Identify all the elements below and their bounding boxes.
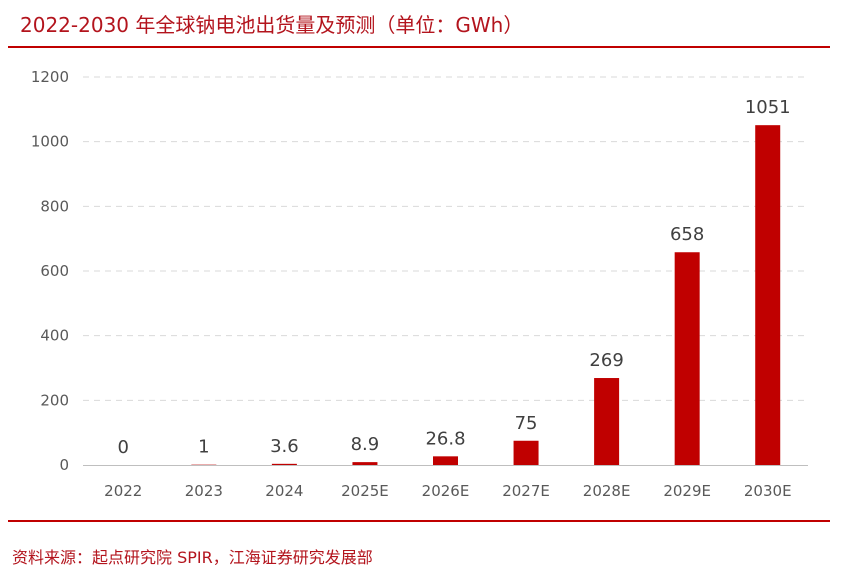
y-tick-label: 800 — [40, 197, 69, 215]
data-label: 0 — [118, 437, 129, 458]
bar — [352, 462, 378, 465]
bar — [755, 125, 781, 465]
source-divider — [8, 520, 830, 522]
title-divider — [8, 46, 830, 48]
bar-chart: 0 200 400 600 800 1000 1200 0 2022 1 2023 3.6 2024 8.… — [31, 68, 808, 500]
x-tick-label: 2029E — [663, 482, 711, 500]
data-label: 1051 — [745, 97, 791, 118]
y-tick-label: 1200 — [31, 68, 69, 86]
bar — [674, 252, 700, 465]
data-label: 3.6 — [270, 436, 299, 457]
bar — [271, 463, 297, 465]
x-tick-label: 2030E — [744, 482, 792, 500]
y-tick-label: 600 — [40, 262, 69, 280]
x-tick-label: 2028E — [583, 482, 631, 500]
chart-title: 2022-2030 年全球钠电池出货量及预测（单位：GWh） — [20, 13, 524, 37]
y-tick-label: 1000 — [31, 133, 69, 151]
x-tick-label: 2026E — [422, 482, 470, 500]
data-label: 658 — [670, 224, 704, 245]
x-tick-label: 2025E — [341, 482, 389, 500]
x-tick-label: 2024 — [265, 482, 303, 500]
y-tick-label: 0 — [59, 456, 69, 474]
data-label: 1 — [198, 437, 209, 458]
data-label: 269 — [589, 350, 623, 371]
data-label: 26.8 — [425, 428, 465, 449]
data-label: 75 — [515, 413, 538, 434]
x-tick-label: 2027E — [502, 482, 550, 500]
source-note: 资料来源：起点研究院 SPIR，江海证券研究发展部 — [12, 548, 373, 567]
data-label: 8.9 — [351, 434, 380, 455]
bar — [433, 456, 458, 465]
x-tick-label: 2023 — [185, 482, 223, 500]
y-tick-label: 200 — [40, 391, 69, 409]
bar — [594, 378, 620, 465]
y-tick-label: 400 — [40, 327, 69, 345]
x-tick-label: 2022 — [104, 482, 142, 500]
bar — [513, 440, 539, 465]
